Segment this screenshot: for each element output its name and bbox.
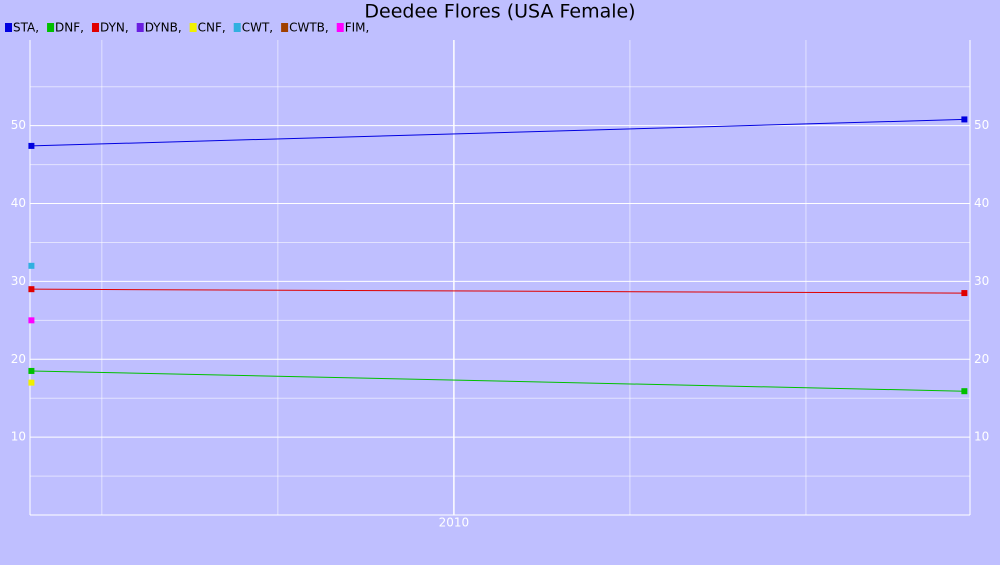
series-line <box>31 118 965 147</box>
legend-label: STA, <box>13 21 39 35</box>
chart-title: Deedee Flores (USA Female) <box>364 1 635 23</box>
series-line <box>31 370 965 392</box>
data-point <box>28 142 35 149</box>
y-tick-label: 30 <box>11 274 26 288</box>
data-point <box>28 286 35 293</box>
legend-label: FIM, <box>345 21 370 35</box>
legend-swatch <box>5 23 12 32</box>
legend-label: DYNB, <box>145 21 182 35</box>
legend-swatch <box>189 23 197 32</box>
x-tick-label: 2010 <box>439 516 470 530</box>
legend-label: DYN, <box>100 21 129 35</box>
legend-swatch <box>281 23 289 32</box>
legend-label: CNF, <box>198 21 226 35</box>
data-point <box>28 379 35 386</box>
y-tick-label: 20 <box>11 352 26 366</box>
y-tick-label: 50 <box>11 118 26 132</box>
series-line <box>31 288 965 294</box>
y2-tick-label: 40 <box>974 196 989 210</box>
legend-swatch <box>233 23 241 32</box>
y2-tick-label: 50 <box>974 118 989 132</box>
y-tick-label: 10 <box>11 430 26 444</box>
data-point <box>961 388 968 395</box>
data-point <box>28 317 35 324</box>
legend-label: DNF, <box>55 21 84 35</box>
data-point <box>961 290 968 297</box>
data-point <box>28 262 35 269</box>
y-tick-label: 40 <box>11 196 26 210</box>
data-point <box>961 116 968 123</box>
legend-swatch <box>91 23 99 32</box>
legend-label: CWT, <box>242 21 273 35</box>
legend-swatch <box>47 23 55 32</box>
y2-tick-label: 20 <box>974 352 989 366</box>
y2-tick-label: 30 <box>974 274 989 288</box>
legend-label: CWTB, <box>289 21 329 35</box>
legend-swatch <box>136 23 144 32</box>
y2-tick-label: 10 <box>974 430 989 444</box>
legend-swatch <box>336 23 344 32</box>
legend: STA, DNF, DYN, DYNB, CNF, CWT, CWTB, FIM, <box>5 21 369 35</box>
data-point <box>28 367 35 374</box>
